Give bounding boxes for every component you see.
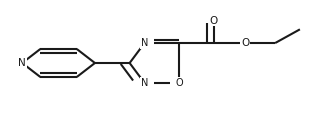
Text: O: O bbox=[241, 38, 249, 48]
Text: N: N bbox=[141, 78, 148, 88]
Text: N: N bbox=[141, 38, 148, 48]
Text: O: O bbox=[210, 16, 218, 26]
Text: N: N bbox=[18, 58, 26, 68]
Text: O: O bbox=[175, 78, 183, 88]
